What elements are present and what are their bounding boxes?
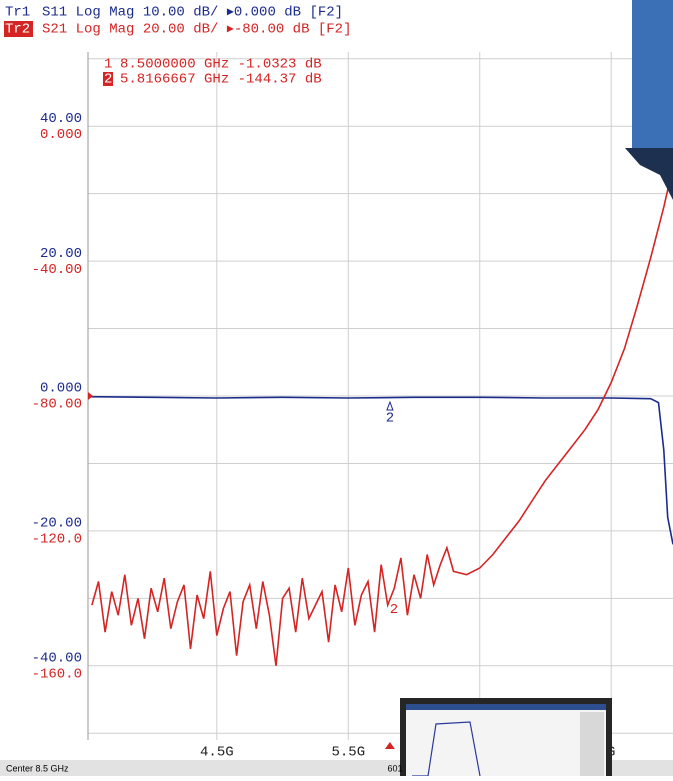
marker-label: 2	[386, 411, 394, 427]
y2-tick-label: 0.000	[40, 127, 82, 143]
overlay-panel	[632, 0, 673, 148]
y2-tick-label: -120.0	[32, 532, 82, 548]
x-tick-label: 5.5G	[331, 745, 365, 761]
chart: 40.00 20.00 0.000 -20.00 -40.00 0.000 -40.00 -8…	[0, 0, 673, 776]
marker-label: 2	[390, 602, 398, 618]
y-tick-label: -20.00	[32, 516, 82, 532]
y-tick-label: 0.000	[40, 381, 82, 397]
y-tick-label: -40.00	[32, 651, 82, 667]
y-tick-label: 40.00	[40, 111, 82, 127]
marker-id: 2	[104, 72, 112, 88]
marker-id: 1	[104, 57, 112, 73]
trace-name: Tr2	[5, 22, 30, 38]
background	[0, 0, 673, 776]
marker-readout: 8.5000000 GHz -1.0323 dB	[120, 57, 322, 73]
footer-points: 601	[387, 763, 402, 773]
y2-tick-label: -160.0	[32, 667, 82, 683]
trace-header: S11 Log Mag 10.00 dB/ ▸0.000 dB [F2]	[42, 5, 343, 21]
footer-center: Center 8.5 GHz	[6, 763, 69, 773]
inset-device	[400, 698, 612, 776]
y2-tick-label: -40.00	[32, 262, 82, 278]
trace-name: Tr1	[5, 5, 30, 21]
y-tick-label: 20.00	[40, 246, 82, 262]
x-tick-label: 4.5G	[200, 745, 234, 761]
trace-header: S21 Log Mag 20.00 dB/ ▸-80.00 dB [F2]	[42, 22, 351, 38]
marker-readout: 5.8166667 GHz -144.37 dB	[120, 72, 322, 88]
y2-tick-label: -80.00	[32, 397, 82, 413]
